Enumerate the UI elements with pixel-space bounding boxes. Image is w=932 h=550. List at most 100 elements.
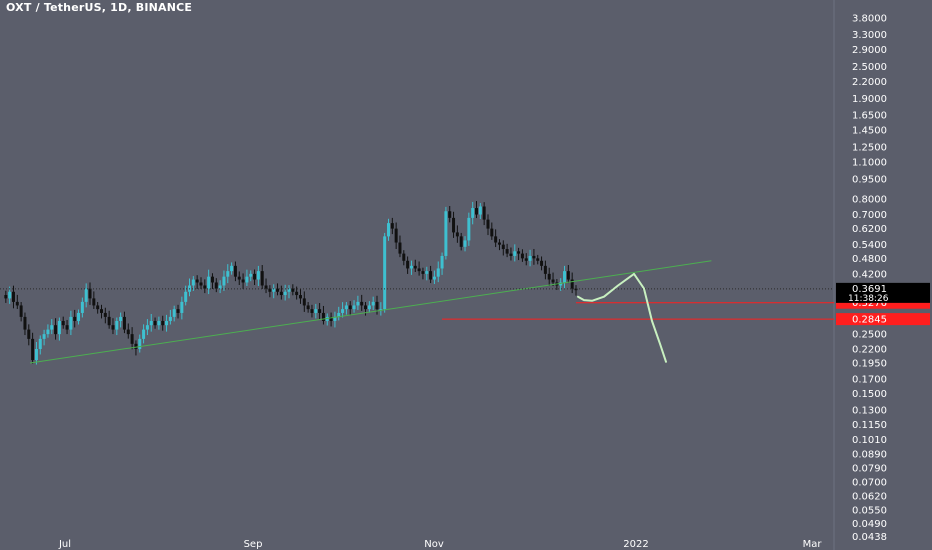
price-axis-label: 0.1500 (852, 389, 887, 400)
price-axis-label: 1.9000 (852, 94, 887, 105)
candle-body (50, 325, 54, 330)
candle-body (279, 291, 283, 296)
candle-body (145, 325, 149, 330)
price-axis-label: 2.2000 (852, 77, 887, 88)
candle-body (501, 244, 505, 250)
candle-body (107, 316, 111, 326)
candle-body (505, 249, 509, 254)
candle-body (314, 309, 318, 313)
candle-body (157, 320, 161, 326)
candle-body (165, 320, 169, 326)
candle-body (210, 276, 214, 283)
candle-body (425, 271, 429, 274)
candle-body (413, 265, 417, 269)
candle-body (115, 320, 119, 330)
candle-body (96, 305, 100, 310)
symbol-title: OXT / TetherUS, 1D, BINANCE (6, 1, 193, 14)
candle-body (256, 271, 260, 280)
price-axis-label: 1.4500 (852, 125, 887, 136)
price-axis-label: 2.5000 (852, 62, 887, 73)
candle-body (513, 251, 517, 256)
candle-body (195, 279, 199, 283)
candle-body (421, 271, 425, 274)
candle-body (172, 309, 176, 317)
candle-body (306, 305, 310, 310)
candle-body (344, 305, 348, 310)
candle-body (566, 271, 570, 280)
candle-body (429, 271, 433, 280)
candle-body (92, 298, 96, 306)
candle-body (348, 305, 352, 310)
time-axis-label: Nov (424, 539, 444, 550)
price-axis-label: 0.0490 (852, 519, 887, 530)
candle-body (540, 260, 544, 266)
price-axis-label: 3.3000 (852, 30, 887, 41)
level-price-label: 0.3276 (852, 298, 887, 309)
candle-body (23, 316, 27, 330)
candle-body (218, 285, 222, 289)
candle-body (310, 309, 314, 313)
candle-body (253, 273, 257, 280)
candle-body (448, 211, 452, 218)
price-axis-label: 1.2500 (852, 143, 887, 154)
candle-body (329, 316, 333, 321)
candle-body (46, 329, 50, 335)
candle-body (551, 279, 555, 283)
candle-body (126, 329, 130, 335)
candle-body (4, 295, 8, 299)
candle-body (207, 276, 211, 289)
candle-body (455, 232, 459, 237)
price-axis-label: 0.0438 (852, 532, 887, 543)
candle-body (184, 291, 188, 302)
candle-body (494, 236, 498, 243)
candle-body (161, 320, 165, 326)
price-axis-label: 1.6500 (852, 110, 887, 121)
candle-body (482, 206, 486, 220)
candles-group (4, 201, 578, 365)
candle-body (394, 228, 398, 243)
candle-body (180, 301, 184, 313)
candle-body (536, 258, 540, 261)
candle-body (559, 282, 563, 286)
candle-body (11, 291, 15, 302)
candle-body (230, 265, 234, 272)
time-axis-label: Sep (244, 539, 263, 550)
candle-body (386, 223, 390, 237)
candle-body (168, 316, 172, 321)
price-axis-label: 0.6200 (852, 224, 887, 235)
candle-body (478, 206, 482, 215)
candle-body (383, 236, 387, 310)
price-axis-label: 0.1150 (852, 420, 887, 431)
price-axis-label: 0.7000 (852, 210, 887, 221)
candle-body (298, 295, 302, 299)
candle-body (42, 334, 46, 339)
candle-body (122, 316, 126, 330)
candle-body (436, 268, 440, 277)
candle-body (517, 251, 521, 254)
candle-body (73, 316, 77, 321)
price-axis-label: 0.0790 (852, 463, 887, 474)
candle-body (360, 301, 364, 306)
candle-body (31, 338, 35, 361)
candle-body (27, 329, 31, 339)
candle-body (287, 288, 291, 292)
price-axis-label: 0.8000 (852, 195, 887, 206)
candle-body (15, 301, 19, 306)
level-price-label: 0.2845 (852, 315, 887, 326)
current-price-label: 0.3691 (852, 284, 887, 295)
candle-body (302, 298, 306, 306)
time-axis-label: Mar (803, 539, 823, 550)
candle-body (509, 253, 513, 256)
candle-body (367, 305, 371, 310)
candle-body (406, 260, 410, 269)
candle-body (34, 348, 38, 361)
candle-body (444, 211, 448, 256)
price-axis-label: 0.0550 (852, 506, 887, 517)
candle-body (69, 316, 73, 330)
price-axis-label: 0.4800 (852, 254, 887, 265)
candle-body (379, 309, 383, 311)
candle-body (149, 320, 153, 326)
candle-body (402, 253, 406, 261)
